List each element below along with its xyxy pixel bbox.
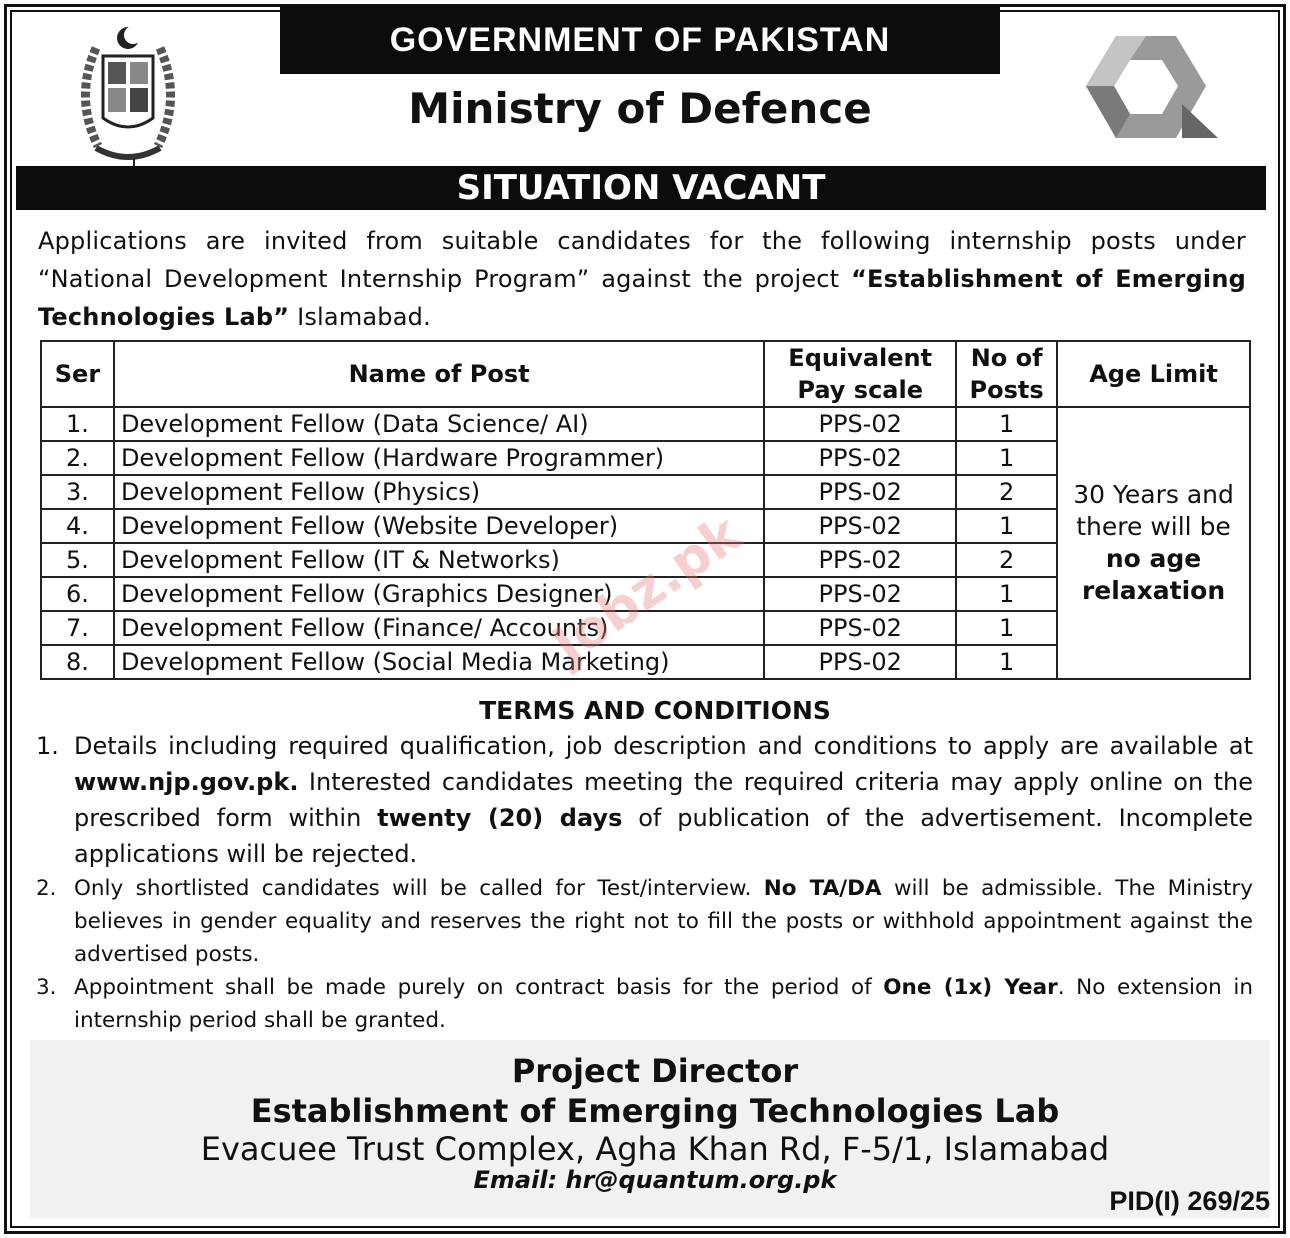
table-row: 4. Development Fellow (Website Developer)… — [40, 508, 1250, 544]
posts-count-cell: 1 — [955, 508, 1059, 544]
header-scale: Equivalent Pay scale — [763, 340, 958, 408]
posts-count-cell: 1 — [955, 406, 1059, 442]
post-name-cell: Development Fellow (Data Science/ AI) — [112, 406, 766, 442]
term-text: Details including required qualification… — [74, 728, 1253, 872]
term-text: Only shortlisted candidates will be call… — [74, 872, 1253, 971]
table-row: 6. Development Fellow (Graphics Designer)… — [40, 576, 1250, 612]
pay-scale-cell: PPS-02 — [763, 542, 958, 578]
header-posts: No of Posts — [955, 340, 1059, 408]
term-bold: One (1x) Year — [883, 975, 1058, 1000]
state-emblem-icon — [81, 26, 175, 178]
project-name: “Establishment of Emerging Technologies … — [38, 265, 1246, 331]
term-number: 1. — [36, 732, 59, 760]
term-part: Details including required qualification… — [74, 732, 1253, 760]
table-row: 8. Development Fellow (Social Media Marke… — [40, 644, 1250, 680]
term-bold: twenty (20) days — [377, 804, 623, 832]
table-header-row: Ser Name of Post Equivalent Pay scale No… — [40, 340, 1251, 408]
pay-scale-cell: PPS-02 — [763, 406, 958, 442]
table-row: 2. Development Fellow (Hardware Programme… — [40, 440, 1250, 476]
header-age: Age Limit — [1056, 340, 1251, 408]
age-limit-cell: 30 Years and there will be no age relaxat… — [1056, 406, 1251, 680]
header-post: Name of Post — [112, 340, 766, 408]
terms-list: 1. Details including required qualificati… — [36, 728, 1253, 1037]
term-part: will be admissible. The Ministry believe… — [74, 876, 1253, 967]
term-text: Appointment shall be made purely on cont… — [74, 971, 1253, 1037]
ser-cell: 2. — [40, 440, 115, 476]
age-limit-text: 30 Years and there will be — [1073, 480, 1234, 541]
government-banner: GOVERNMENT OF PAKISTAN — [280, 6, 1000, 74]
table-row: 5. Development Fellow (IT & Networks) PPS-… — [40, 542, 1250, 578]
pid-number: PID(I) 269/25 — [1109, 1186, 1270, 1216]
ministry-title: Ministry of Defence — [408, 84, 872, 133]
term-bold: No TA/DA — [763, 876, 882, 901]
pay-scale-cell: PPS-02 — [763, 610, 958, 646]
situation-vacant-banner: SITUATION VACANT — [16, 166, 1266, 210]
footer-address: Evacuee Trust Complex, Agha Khan Rd, F-5… — [200, 1130, 1110, 1168]
header-ser: Ser — [40, 340, 115, 408]
ser-cell: 5. — [40, 542, 115, 578]
age-limit-bold: no age relaxation — [1081, 544, 1226, 605]
website-link[interactable]: www.njp.gov.pk. — [74, 768, 299, 796]
footer-email[interactable]: Email: hr@quantum.org.pk — [473, 1166, 837, 1194]
term-item: 1. Details including required qualificati… — [36, 728, 1253, 872]
term-part: Interested candidates meeting the requir… — [74, 768, 1253, 832]
table-row: 3. Development Fellow (Physics) PPS-02 2 — [40, 474, 1250, 510]
post-name-cell: Development Fellow (Graphics Designer) — [112, 576, 766, 612]
posts-count-cell: 2 — [955, 542, 1059, 578]
pay-scale-cell: PPS-02 — [763, 508, 958, 544]
intro-paragraph: Applications are invited from suitable c… — [38, 222, 1246, 336]
term-part: Only shortlisted candidates will be call… — [74, 876, 764, 901]
posts-count-cell: 1 — [955, 440, 1059, 476]
pay-scale-cell: PPS-02 — [763, 644, 958, 680]
intro-text: Applications are invited from suitable c… — [38, 227, 1246, 293]
term-number: 2. — [36, 876, 57, 901]
posts-count-cell: 1 — [955, 576, 1059, 612]
ser-cell: 1. — [40, 406, 115, 442]
footer-title: Project Director — [511, 1052, 799, 1090]
term-part: Appointment shall be made purely on cont… — [74, 975, 884, 1000]
term-item: 2. Only shortlisted candidates will be ca… — [36, 872, 1253, 971]
ser-cell: 7. — [40, 610, 115, 646]
posts-count-cell: 2 — [955, 474, 1059, 510]
posts-count-cell: 1 — [955, 644, 1059, 680]
term-item: 3. Appointment shall be made purely on co… — [36, 971, 1253, 1037]
terms-title: TERMS AND CONDITIONS — [479, 696, 831, 725]
term-part: of publication of the advertisement. Inc… — [74, 804, 1253, 868]
post-name-cell: Development Fellow (Website Developer) — [112, 508, 766, 544]
post-name-cell: Development Fellow (Hardware Programmer) — [112, 440, 766, 476]
ser-cell: 3. — [40, 474, 115, 510]
pay-scale-cell: PPS-02 — [763, 576, 958, 612]
term-part: . No extension in internship period shal… — [74, 975, 1253, 1033]
posts-count-cell: 1 — [955, 610, 1059, 646]
table-row: 1. Development Fellow (Data Science/ AI) P… — [40, 406, 1251, 680]
outer-border — [4, 4, 1286, 1234]
pay-scale-cell: PPS-02 — [763, 440, 958, 476]
post-name-cell: Development Fellow (Social Media Marketi… — [112, 644, 766, 680]
footer-org: Establishment of Emerging Technologies L… — [250, 1092, 1060, 1130]
ser-cell: 6. — [40, 576, 115, 612]
intro-location: Islamabad. — [289, 303, 431, 331]
post-name-cell: Development Fellow (Finance/ Accounts) — [112, 610, 766, 646]
posts-table: Ser Name of Post Equivalent Pay scale No… — [40, 340, 1251, 680]
quantum-lab-logo-icon — [1086, 36, 1218, 138]
table-row: 7. Development Fellow (Finance/ Accounts)… — [40, 610, 1250, 646]
post-name-cell: Development Fellow (Physics) — [112, 474, 766, 510]
ser-cell: 4. — [40, 508, 115, 544]
pay-scale-cell: PPS-02 — [763, 474, 958, 510]
term-number: 3. — [36, 975, 57, 1000]
ser-cell: 8. — [40, 644, 115, 680]
footer-panel — [30, 1040, 1270, 1218]
post-name-cell: Development Fellow (IT & Networks) — [112, 542, 766, 578]
